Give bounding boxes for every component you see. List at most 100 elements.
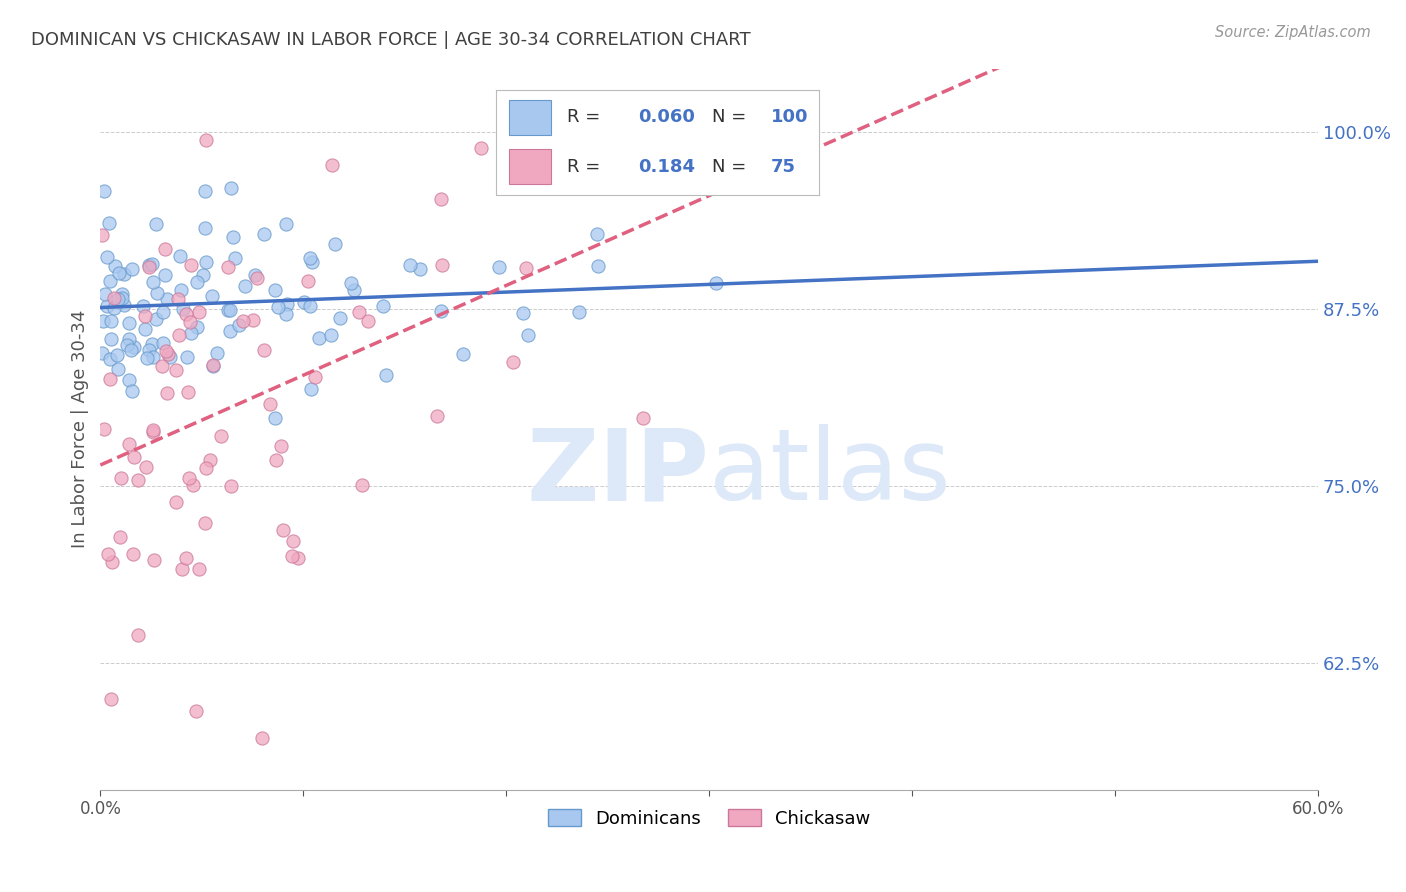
Point <box>166 363 188 377</box>
Point <box>142 552 165 566</box>
Point <box>94 287 117 301</box>
Point <box>585 227 607 241</box>
Point <box>96 250 118 264</box>
Point <box>146 285 169 300</box>
Point <box>217 303 239 318</box>
Point <box>107 292 129 306</box>
Point <box>108 266 131 280</box>
Point <box>292 294 315 309</box>
Point <box>209 429 232 443</box>
Point <box>124 450 146 465</box>
Y-axis label: In Labor Force | Age 30-34: In Labor Force | Age 30-34 <box>72 310 89 549</box>
Point <box>515 261 537 276</box>
Point <box>264 453 287 467</box>
Point <box>264 411 287 425</box>
Point <box>132 299 155 313</box>
Point <box>117 437 139 451</box>
Point <box>194 461 217 475</box>
Point <box>287 551 309 566</box>
Point <box>219 181 242 195</box>
Point <box>107 361 129 376</box>
Point <box>200 453 222 467</box>
Point <box>357 314 380 328</box>
Point <box>253 227 276 242</box>
Point <box>186 275 208 289</box>
Point <box>110 471 132 485</box>
Point <box>179 315 201 329</box>
Point <box>430 258 453 272</box>
Point <box>97 547 120 561</box>
Point <box>502 355 524 369</box>
Point <box>224 251 246 265</box>
Point <box>115 338 138 352</box>
Point <box>176 385 198 400</box>
Text: ZIP: ZIP <box>526 424 709 521</box>
Point <box>409 261 432 276</box>
Point <box>242 313 264 327</box>
Point <box>246 270 269 285</box>
Point <box>104 259 127 273</box>
Point <box>488 260 510 274</box>
Point <box>531 111 554 125</box>
Point <box>274 217 297 231</box>
Point <box>165 495 187 509</box>
Point <box>100 314 122 328</box>
Point <box>152 335 174 350</box>
Point <box>343 283 366 297</box>
Point <box>252 343 274 357</box>
Point <box>270 439 292 453</box>
Point <box>565 111 588 125</box>
Point <box>181 477 204 491</box>
Point <box>194 220 217 235</box>
Point <box>136 351 159 365</box>
Point <box>350 478 373 492</box>
Point <box>138 343 160 358</box>
Point <box>323 237 346 252</box>
Point <box>127 473 149 487</box>
Point <box>174 307 197 321</box>
Point <box>98 372 121 386</box>
Point <box>304 369 326 384</box>
Point <box>100 332 122 346</box>
Point <box>142 425 165 439</box>
Point <box>200 289 222 303</box>
Point <box>426 409 449 424</box>
Point <box>135 459 157 474</box>
Point <box>118 333 141 347</box>
Point <box>91 228 114 243</box>
Point <box>114 298 136 312</box>
Point <box>299 382 322 396</box>
Point <box>121 262 143 277</box>
Point <box>167 292 190 306</box>
Point <box>297 274 319 288</box>
Point <box>188 562 211 576</box>
Text: DOMINICAN VS CHICKASAW IN LABOR FORCE | AGE 30-34 CORRELATION CHART: DOMINICAN VS CHICKASAW IN LABOR FORCE | … <box>31 31 751 49</box>
Point <box>121 384 143 398</box>
Point <box>568 305 591 319</box>
Point <box>176 350 198 364</box>
Point <box>96 299 118 313</box>
Point <box>631 411 654 425</box>
Point <box>202 358 225 372</box>
Point <box>98 274 121 288</box>
Point <box>180 326 202 340</box>
Point <box>267 300 290 314</box>
Point <box>134 310 156 324</box>
Point <box>180 258 202 272</box>
Point <box>517 328 540 343</box>
Point <box>298 252 321 266</box>
Point <box>271 523 294 537</box>
Point <box>145 312 167 326</box>
Point <box>371 299 394 313</box>
Point <box>201 359 224 374</box>
Point <box>375 368 398 382</box>
Point <box>233 279 256 293</box>
Point <box>321 158 343 172</box>
Point <box>100 692 122 706</box>
Point <box>153 242 176 256</box>
Point <box>430 303 453 318</box>
Point <box>430 192 453 206</box>
Point <box>93 184 115 198</box>
Point <box>308 331 330 345</box>
Point <box>276 307 298 321</box>
